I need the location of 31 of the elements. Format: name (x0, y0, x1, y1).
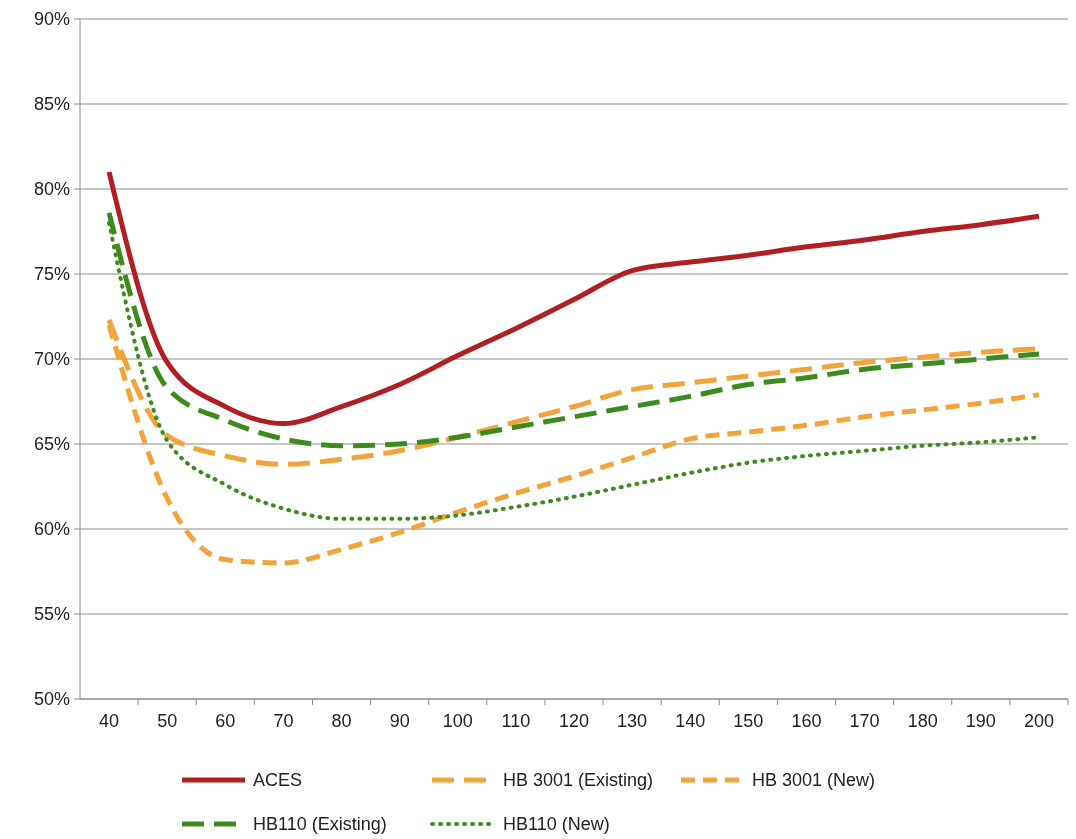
legend-label: HB110 (New) (503, 814, 610, 835)
x-tick-label: 40 (99, 711, 120, 731)
y-tick-label: 80% (33, 179, 70, 200)
x-tick-label: 200 (1023, 711, 1054, 731)
legend-label: HB 3001 (Existing) (503, 770, 654, 791)
x-tick-label: 160 (791, 711, 822, 731)
y-tick-label: 55% (33, 604, 70, 625)
x-tick-label: 90 (389, 711, 410, 731)
x-tick-label: 60 (215, 711, 236, 731)
y-tick-label: 85% (33, 94, 70, 115)
x-tick-label: 130 (617, 711, 648, 731)
x-tick-label: 80 (331, 711, 352, 731)
legend-label: ACES (253, 770, 303, 791)
y-tick-label: 75% (33, 264, 70, 285)
x-tick-label: 110 (501, 711, 531, 731)
x-tick-label: 70 (273, 711, 294, 731)
y-tick-label: 60% (33, 519, 70, 540)
y-tick-label: 70% (33, 349, 70, 370)
x-tick-label: 170 (849, 711, 880, 731)
x-tick-label: 190 (965, 711, 996, 731)
legend-label: HB110 (Existing) (253, 814, 387, 835)
x-tick-label: 120 (558, 711, 590, 731)
x-tick-label: 150 (733, 711, 764, 731)
x-tick-label: 100 (442, 711, 473, 731)
legend-label: HB 3001 (New) (752, 770, 876, 791)
y-tick-label: 65% (33, 434, 70, 455)
y-tick-label: 50% (33, 689, 70, 710)
x-tick-label: 50 (157, 711, 178, 731)
x-tick-label: 140 (675, 711, 706, 731)
x-tick-label: 180 (907, 711, 938, 731)
y-tick-label: 90% (33, 9, 70, 30)
